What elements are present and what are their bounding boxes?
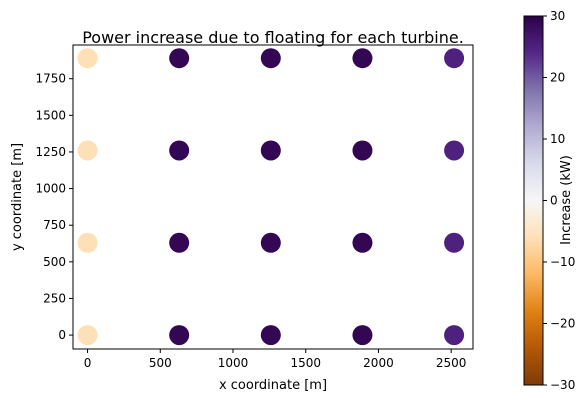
- y-tick-label: 1500: [35, 108, 66, 122]
- plot-frame: [72, 44, 474, 350]
- x-axis: 0 500 1000 1500 2000 2500: [84, 349, 467, 370]
- y-tick-label: 250: [43, 291, 66, 305]
- turbine-point-17: [444, 325, 465, 346]
- turbine-point-20: [444, 48, 465, 69]
- colorbar-tick-label: −20: [550, 317, 575, 331]
- turbine-point-2: [77, 232, 98, 253]
- y-axis: 0 250 500 750 1000 1250 1500 1750: [35, 72, 73, 342]
- turbine-point-8: [169, 48, 190, 69]
- x-tick-label: 1500: [290, 356, 321, 370]
- y-tick-label: 1750: [35, 72, 66, 86]
- colorbar-label: Increase (kW): [559, 155, 574, 245]
- y-axis-label: y coordinate [m]: [10, 143, 25, 251]
- x-axis-label: x coordinate [m]: [219, 378, 327, 393]
- turbine-point-12: [260, 48, 281, 69]
- turbine-point-5: [169, 325, 190, 346]
- turbine-point-6: [169, 232, 190, 253]
- turbine-point-9: [260, 325, 281, 346]
- turbine-point-7: [169, 140, 190, 161]
- y-tick-label: 750: [43, 218, 66, 232]
- chart-title: Power increase due to floating for each …: [82, 28, 464, 47]
- x-tick-label: 2000: [363, 356, 394, 370]
- x-tick-label: 1000: [218, 356, 249, 370]
- x-tick-label: 2500: [436, 356, 467, 370]
- plot-area: [77, 48, 465, 346]
- colorbar-tick-label: −30: [550, 378, 575, 392]
- x-tick-label: 500: [149, 356, 172, 370]
- turbine-point-11: [260, 140, 281, 161]
- colorbar-tick-label: −10: [550, 255, 575, 269]
- colorbar-tick-label: 0: [550, 194, 558, 208]
- turbine-point-13: [352, 325, 373, 346]
- y-tick-label: 0: [58, 328, 66, 342]
- x-tick-label: 0: [84, 356, 92, 370]
- turbine-point-14: [352, 232, 373, 253]
- turbine-point-3: [77, 140, 98, 161]
- y-tick-label: 500: [43, 255, 66, 269]
- turbine-point-1: [77, 325, 98, 346]
- turbine-point-10: [260, 232, 281, 253]
- colorbar-tick-label: 20: [550, 71, 565, 85]
- turbine-point-15: [352, 140, 373, 161]
- colorbar-axis: −30 −20 −10 0 10 20 30: [543, 9, 575, 392]
- colorbar: [523, 15, 544, 386]
- colorbar-tick-label: 10: [550, 132, 565, 146]
- y-tick-label: 1000: [35, 182, 66, 196]
- turbine-point-16: [352, 48, 373, 69]
- turbine-point-18: [444, 232, 465, 253]
- colorbar-tick-label: 30: [550, 9, 565, 23]
- turbine-point-4: [77, 48, 98, 69]
- y-tick-label: 1250: [35, 145, 66, 159]
- turbine-point-19: [444, 140, 465, 161]
